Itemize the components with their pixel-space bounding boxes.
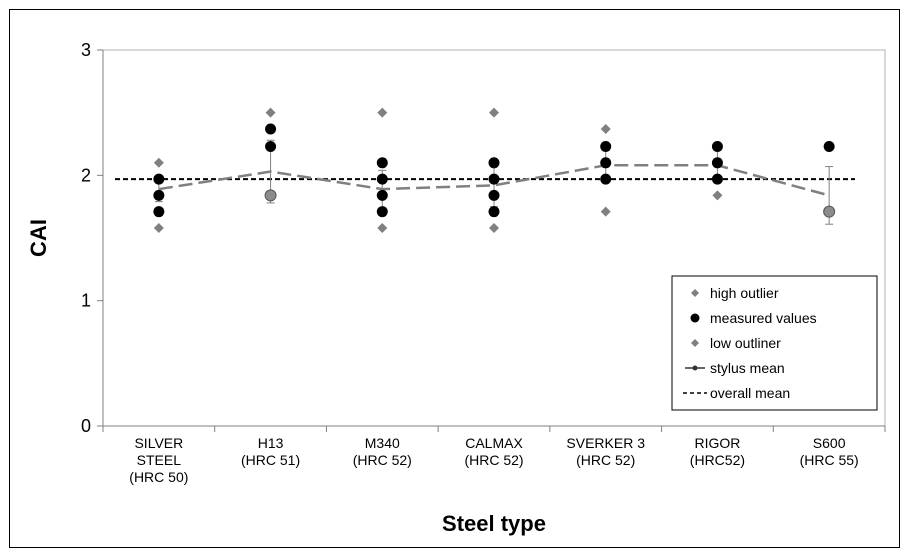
measured-value-point	[488, 189, 500, 201]
x-tick-label: RIGOR (HRC52)	[690, 435, 745, 468]
measured-value-point	[376, 173, 388, 185]
measured-value-point	[600, 173, 612, 185]
measured-value-point	[711, 157, 723, 169]
measured-value-point	[823, 141, 835, 153]
legend-marker-diamond	[691, 339, 699, 347]
low-outlier-point	[489, 222, 499, 233]
outlier-overlap-point	[264, 189, 277, 202]
outlier-overlap-point	[823, 205, 836, 218]
measured-value-point	[600, 141, 612, 153]
y-tick-label: 1	[81, 291, 91, 311]
legend-label: measured values	[710, 310, 817, 326]
legend-box	[671, 275, 878, 411]
measured-value-point	[600, 157, 612, 169]
measured-value-point	[488, 173, 500, 185]
legend-label: overall mean	[710, 385, 790, 401]
legend-label: stylus mean	[710, 360, 785, 376]
legend-label: low outliner	[710, 335, 781, 351]
y-tick-label: 3	[81, 40, 91, 60]
y-axis-title: CAI	[26, 219, 51, 257]
legend-label: high outlier	[710, 285, 779, 301]
high-outlier-point	[153, 157, 164, 168]
measured-value-point	[376, 206, 388, 218]
high-outlier-point	[489, 107, 499, 118]
measured-value-point	[153, 173, 165, 185]
x-tick-label: CALMAX (HRC 52)	[464, 435, 523, 468]
high-outlier-point	[377, 107, 388, 118]
high-outlier-point	[265, 107, 276, 118]
low-outlier-point	[600, 206, 611, 217]
measured-value-point	[265, 141, 277, 153]
measured-value-point	[711, 173, 723, 185]
legend-marker-circle	[690, 313, 700, 323]
measured-value-point	[488, 206, 500, 218]
x-tick-label: S600 (HRC 55)	[800, 435, 859, 468]
measured-value-point	[488, 157, 500, 169]
measured-value-point	[376, 189, 388, 201]
low-outlier-point	[153, 222, 164, 233]
high-outlier-point	[600, 123, 611, 134]
measured-value-point	[265, 123, 277, 135]
low-outlier-point	[377, 222, 388, 233]
legend-marker-diamond	[691, 289, 699, 297]
x-tick-label: H13 (HRC 51)	[241, 435, 300, 468]
measured-value-point	[153, 189, 165, 201]
measured-value-point	[153, 206, 165, 218]
y-tick-label: 2	[81, 165, 91, 185]
legend-marker-line-dot	[692, 365, 698, 371]
y-tick-label: 0	[81, 416, 91, 436]
x-tick-label: SVERKER 3 (HRC 52)	[566, 435, 645, 468]
x-tick-label: M340 (HRC 52)	[353, 435, 412, 468]
outer-border	[9, 9, 900, 548]
measured-value-point	[376, 157, 388, 169]
measured-value-point	[711, 141, 723, 153]
x-tick-label: SILVER STEEL (HRC 50)	[129, 435, 188, 485]
low-outlier-point	[712, 190, 723, 201]
x-axis-title: Steel type	[442, 511, 546, 536]
